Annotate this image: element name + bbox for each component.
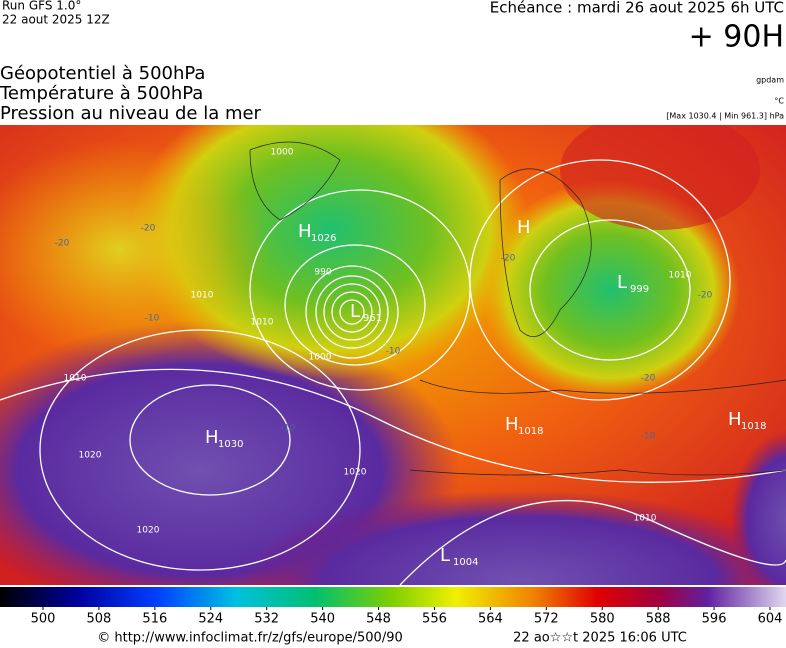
isobar-label: 1010 <box>634 514 657 524</box>
unit: °C <box>774 97 784 106</box>
temperature-label: -20 <box>141 224 156 234</box>
colorbar-label: 580 <box>590 612 615 627</box>
isobar-label: 1010 <box>191 291 214 301</box>
colorbar-label: 548 <box>366 612 391 627</box>
center-value: 1030 <box>218 439 243 450</box>
legend-line: Géopotentiel à 500hPa <box>0 63 205 84</box>
colorbar-label: 500 <box>31 612 56 627</box>
isobar-label: 1010 <box>669 271 692 281</box>
colorbar-label: 556 <box>422 612 447 627</box>
colorbar-label: 524 <box>198 612 223 627</box>
center-letter: H <box>298 221 312 242</box>
colorbar-label: 572 <box>534 612 559 627</box>
run-date: 22 aout 2025 12Z <box>2 13 110 27</box>
isobar-label: 990 <box>314 268 331 278</box>
isobar-label: 1020 <box>137 526 160 536</box>
temperature-label: -10 <box>281 424 296 434</box>
temperature-label: -10 <box>641 432 656 442</box>
colorbar-label: 588 <box>646 612 671 627</box>
isobar-label: 1010 <box>251 318 274 328</box>
temperature-label: -20 <box>501 254 516 264</box>
center-letter: H <box>205 427 219 448</box>
isobar-label: 1000 <box>309 353 332 363</box>
center-value: 961 <box>363 313 382 324</box>
center-letter: H <box>728 409 742 430</box>
center-letter: H <box>505 414 519 435</box>
isobar-label: 1020 <box>79 451 102 461</box>
colorbar-label: 596 <box>702 612 727 627</box>
temperature-label: -10 <box>145 314 160 324</box>
legend-line: Température à 500hPa <box>0 83 203 104</box>
center-value: 1018 <box>741 421 766 432</box>
colorbar-label: 564 <box>478 612 503 627</box>
forecast-time: Echéance : mardi 26 aout 2025 6h UTC <box>490 0 784 17</box>
temperature-label: -20 <box>641 374 656 384</box>
source: © http://www.infoclimat.fr/z/gfs/europe/… <box>97 631 403 646</box>
center-letter: L <box>350 301 360 322</box>
generated: 22 ao☆☆t 2025 16:06 UTC <box>513 631 687 646</box>
temperature-label: -20 <box>55 239 70 249</box>
unit: [Max 1030.4 | Min 961.3] hPa <box>666 112 784 121</box>
colorbar-label: 508 <box>87 612 112 627</box>
unit: gpdam <box>756 76 784 85</box>
center-value: 1004 <box>453 557 478 568</box>
colorbar-label: 532 <box>254 612 279 627</box>
run: Run GFS 1.0° <box>2 0 81 13</box>
colorbar-label: 604 <box>758 612 783 627</box>
isobar-label: 1010 <box>64 374 87 384</box>
temperature-label: -20 <box>698 291 713 301</box>
isobar-label: 1020 <box>344 468 367 478</box>
colorbar <box>0 587 786 607</box>
center-letter: L <box>440 545 450 566</box>
center-value: 1026 <box>311 233 336 244</box>
legend-line: Pression au niveau de la mer <box>0 103 262 124</box>
map <box>0 125 786 585</box>
temperature-label: -10 <box>386 347 401 357</box>
center-letter: L <box>617 272 627 293</box>
colorbar-label: 540 <box>310 612 335 627</box>
lead-time: + 90H <box>689 20 784 55</box>
center-value: 999 <box>630 284 649 295</box>
colorbar-label: 516 <box>142 612 167 627</box>
center-value: 1018 <box>518 426 543 437</box>
center-letter: H <box>517 217 531 238</box>
isobar-label: 1000 <box>271 148 294 158</box>
